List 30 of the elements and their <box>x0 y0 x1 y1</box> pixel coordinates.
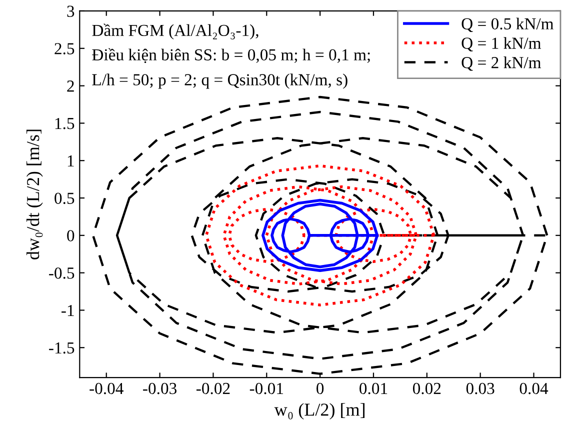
y-tick-label: -1.5 <box>49 342 74 354</box>
y-tick-label: -1 <box>62 304 74 316</box>
y-tick-label: 1 <box>68 155 74 166</box>
legend-label: Q = 2 kN/m <box>462 56 542 71</box>
annotation: Dầm FGM (Al/Al₂O₃-1), <box>92 24 258 40</box>
x-tick-label: -0.04 <box>90 382 124 394</box>
line-series <box>92 96 548 375</box>
x-axis-title: w₀ (L/2) [m] <box>274 403 364 420</box>
y-tick-label: 0.5 <box>54 192 74 204</box>
y-axis-title: dw₀/dt (L/2) [m/s] <box>26 130 43 260</box>
y-tick-label: 2 <box>67 80 74 92</box>
y-tick-label: 2.5 <box>54 43 74 54</box>
x-tick-label: -0.01 <box>250 382 283 394</box>
x-tick-label: 0.03 <box>466 382 494 394</box>
x-tick-label: 0.04 <box>520 382 548 394</box>
y-tick-label: 1.5 <box>55 118 74 130</box>
x-tick-label: 0.02 <box>412 382 441 394</box>
y-tick-label: 0 <box>67 230 74 242</box>
x-tick-label: 0.01 <box>360 382 388 394</box>
annotation: Điều kiện biên SS: b = 0,05 m; h = 0,1 m; <box>92 48 370 64</box>
x-tick-label: 0 <box>316 382 324 394</box>
x-tick-label: -0.02 <box>196 382 230 394</box>
legend-label: Q = 1 kN/m <box>462 37 542 52</box>
legend-label: Q = 0.5 kN/m <box>462 18 554 32</box>
line-series <box>204 164 436 306</box>
annotation: L/h = 50; p = 2; q = Qsin30t (kN/m, s) <box>92 74 348 89</box>
y-tick-label: -0.5 <box>49 268 74 279</box>
x-tick-label: -0.03 <box>143 382 176 394</box>
y-tick-label: 3 <box>67 6 74 17</box>
line-series <box>262 198 379 272</box>
